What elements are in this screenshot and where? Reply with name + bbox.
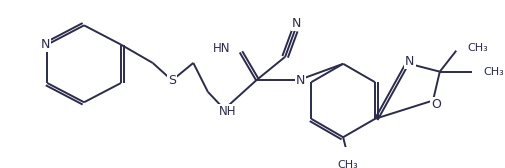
Text: CH₃: CH₃ (338, 160, 359, 168)
Text: S: S (168, 74, 176, 87)
Text: O: O (431, 98, 441, 111)
Text: NH: NH (218, 105, 236, 118)
Text: N: N (292, 17, 301, 30)
Text: CH₃: CH₃ (468, 43, 488, 53)
Text: N: N (405, 55, 415, 68)
Text: CH₃: CH₃ (483, 67, 504, 77)
Text: N: N (296, 74, 306, 87)
Text: N: N (40, 38, 50, 51)
Text: HN: HN (213, 41, 230, 55)
